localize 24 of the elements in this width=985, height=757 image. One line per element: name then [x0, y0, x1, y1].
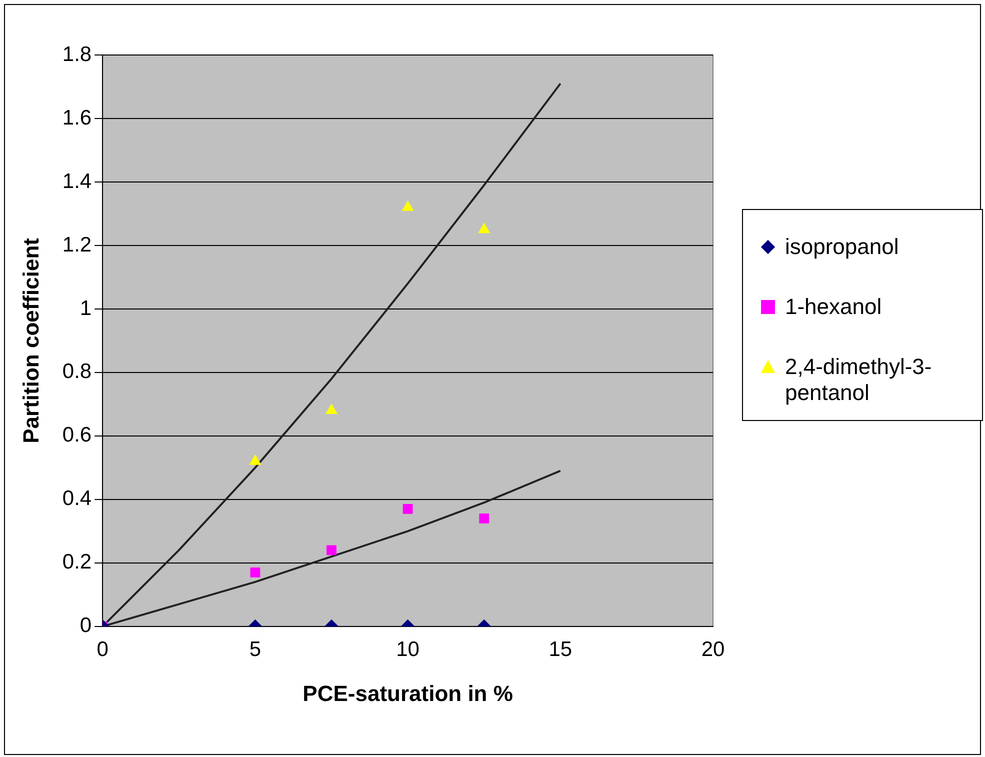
y-tick-label: 0.6	[62, 424, 92, 447]
y-tick-label: 0.2	[62, 550, 92, 574]
y-tick-label: 0.4	[62, 487, 92, 510]
x-tick-label: 0	[96, 638, 108, 661]
point	[325, 404, 338, 414]
point	[402, 200, 414, 211]
legend-label: 2,4-dimethyl-3-pentanol	[785, 354, 933, 406]
x-tick-label: 5	[249, 638, 262, 661]
x-tick-label: 20	[701, 638, 725, 661]
y-tick-label: 1.6	[62, 106, 92, 130]
point	[249, 454, 262, 465]
y-tick-label: 1.2	[62, 233, 92, 256]
y-tick-label: 0.8	[62, 360, 92, 384]
y-tick-label: 1.4	[62, 170, 92, 193]
y-tick-label: 1	[80, 296, 92, 320]
x-axis-title: PCE-saturation in %	[302, 680, 513, 706]
y-tick-label: 1.8	[62, 42, 92, 66]
y-axis-title: Partition coefficient	[18, 237, 44, 444]
y-tick-label: 0	[80, 614, 92, 638]
x-tick-label: 15	[548, 638, 572, 661]
legend-label: isopropanol	[785, 234, 899, 260]
legend-label: 1-hexanol	[785, 294, 882, 320]
x-tick-label: 10	[396, 638, 420, 661]
point	[478, 222, 490, 234]
